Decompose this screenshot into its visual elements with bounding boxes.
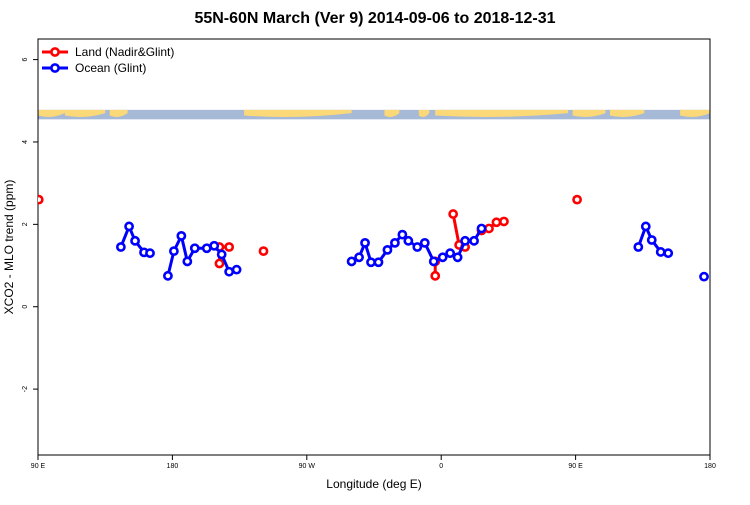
map-land	[435, 109, 569, 117]
data-point	[491, 217, 502, 228]
world-map-strip	[38, 109, 710, 120]
data-point	[145, 248, 155, 259]
data-point	[366, 257, 376, 268]
data-point	[258, 246, 269, 257]
data-point	[419, 237, 430, 248]
plot-frame	[37, 38, 711, 456]
map-land	[680, 109, 710, 117]
map-land	[418, 109, 430, 117]
data-point	[499, 216, 509, 227]
data-point	[201, 243, 212, 254]
x-tick-label: 90 E	[31, 463, 46, 470]
map-land	[609, 109, 645, 117]
data-point	[572, 194, 582, 205]
y-tick-label: 2	[22, 222, 29, 226]
map-land	[572, 109, 606, 117]
legend-label: Ocean (Glint)	[75, 61, 146, 75]
legend: Land (Nadir&Glint) Ocean (Glint)	[42, 45, 174, 75]
data-point	[397, 229, 408, 240]
x-tick-label: 90 W	[299, 463, 316, 470]
data-point	[209, 240, 220, 251]
data-point	[640, 221, 651, 232]
data-point	[224, 242, 235, 252]
data-point	[163, 270, 173, 281]
map-ocean	[38, 109, 710, 120]
map-land	[384, 109, 400, 117]
data-point	[663, 248, 674, 259]
y-tick-label: 4	[22, 140, 29, 144]
x-axis-label: Longitude (deg E)	[326, 477, 421, 491]
data-point	[216, 249, 227, 260]
data-point	[412, 242, 423, 252]
x-tick-label: 180	[704, 463, 716, 470]
data-point	[214, 258, 225, 269]
data-point	[390, 237, 400, 248]
map-land	[244, 109, 352, 117]
x-tick-label: 0	[439, 463, 443, 470]
map-land	[64, 109, 106, 117]
data-point	[452, 252, 463, 263]
data-point	[646, 235, 657, 245]
chart-title: 55N-60N March (Ver 9) 2014-09-06 to 2018…	[194, 10, 556, 27]
legend-label: Land (Nadir&Glint)	[75, 45, 174, 59]
legend-marker	[50, 63, 60, 73]
data-point	[360, 237, 370, 248]
data-point	[476, 223, 487, 234]
map-land	[38, 109, 65, 117]
data-point	[354, 252, 364, 263]
data-point	[231, 264, 242, 275]
data-point	[484, 223, 494, 234]
legend-marker	[50, 47, 60, 57]
series-ocean	[115, 221, 709, 282]
data-point	[448, 209, 459, 219]
x-tick-label: 180	[167, 463, 179, 470]
data-point	[224, 266, 235, 277]
map-land	[109, 109, 128, 117]
data-point	[469, 235, 479, 246]
data-point	[182, 256, 193, 267]
x-tick-label: 90 E	[568, 463, 583, 470]
data-point	[633, 242, 644, 252]
x-axis: 90 E 180 90 W 0 90 E 180	[31, 455, 716, 470]
series-line	[166, 234, 238, 277]
data-point	[460, 235, 470, 246]
data-point	[430, 270, 441, 281]
y-tick-label: 0	[22, 305, 29, 309]
data-point	[168, 246, 179, 257]
data-point	[124, 221, 134, 232]
series-land	[38, 194, 582, 281]
data-point	[699, 271, 709, 282]
data-point	[189, 243, 200, 254]
data-point	[115, 242, 126, 252]
data-point	[428, 256, 439, 267]
data-point	[403, 235, 414, 246]
y-axis-label: XCO2 - MLO trend (ppm)	[2, 180, 16, 315]
data-point	[176, 230, 187, 241]
data-point	[346, 256, 357, 267]
data-point	[382, 244, 393, 255]
y-axis: -2 0 2 4 6	[22, 58, 38, 392]
y-tick-label: -2	[22, 386, 29, 392]
y-tick-label: 6	[22, 58, 29, 62]
series-layer	[38, 194, 709, 282]
data-point	[655, 247, 666, 257]
data-point	[38, 194, 44, 205]
data-point	[130, 235, 140, 246]
data-point	[373, 257, 384, 268]
data-point	[445, 248, 456, 259]
data-point	[437, 252, 448, 263]
